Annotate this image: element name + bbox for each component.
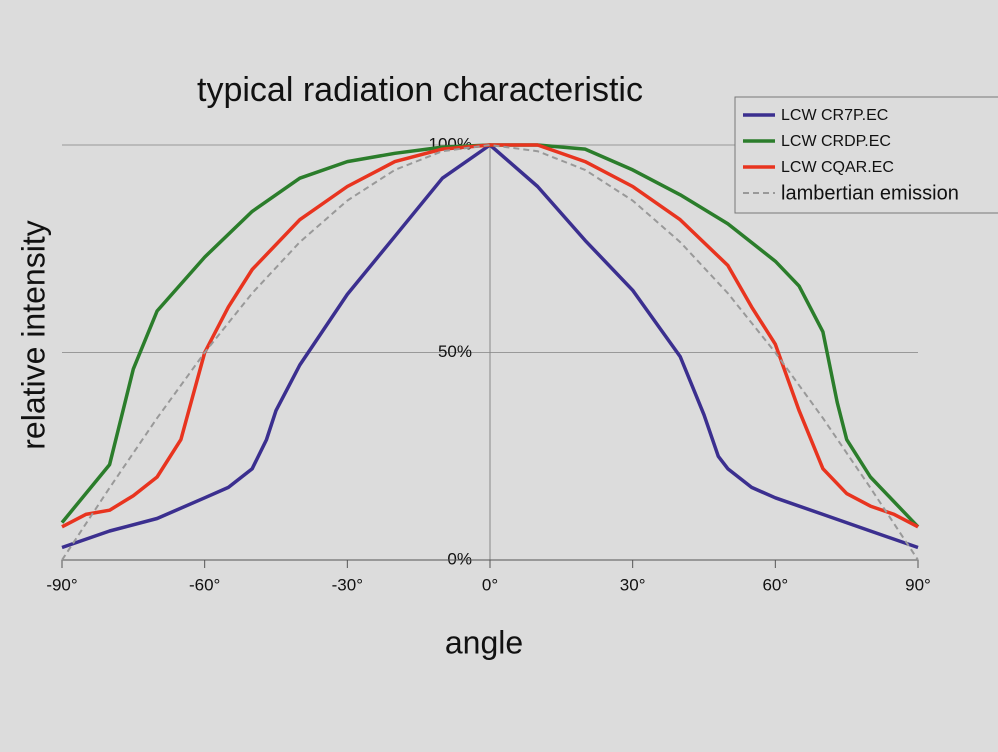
y-tick-label: 0% bbox=[447, 549, 472, 568]
series-line bbox=[61, 144, 919, 561]
legend-label: lambertian emission bbox=[781, 182, 959, 204]
legend-label: LCW CRDP.EC bbox=[781, 133, 891, 150]
y-tick-label: 50% bbox=[438, 342, 472, 361]
legend-label: LCW CR7P.EC bbox=[781, 107, 888, 124]
series-line bbox=[61, 143, 919, 529]
x-tick-label: -30° bbox=[332, 575, 363, 594]
y-axis-label: relative intensity bbox=[15, 220, 51, 449]
legend-box bbox=[734, 96, 998, 214]
x-tick-label: -60° bbox=[189, 575, 220, 594]
x-tick-label: 60° bbox=[762, 575, 788, 594]
x-tick-label: 0° bbox=[482, 575, 498, 594]
x-tick-label: 30° bbox=[620, 575, 646, 594]
x-tick-label: 90° bbox=[905, 575, 931, 594]
legend-label: LCW CQAR.EC bbox=[781, 159, 894, 176]
x-tick-label: -90° bbox=[46, 575, 77, 594]
chart-title: typical radiation characteristic bbox=[197, 71, 643, 109]
x-axis-label: angle bbox=[445, 624, 523, 660]
